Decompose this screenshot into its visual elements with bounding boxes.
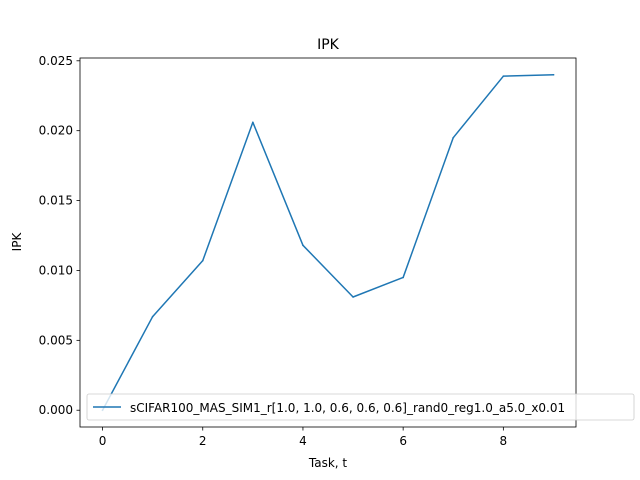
data-point <box>302 244 304 247</box>
x-tick-label: 0 <box>99 434 107 448</box>
data-point <box>352 296 354 298</box>
x-tick-label: 4 <box>299 434 307 448</box>
y-tick-label: 0.020 <box>39 124 73 138</box>
axes-frame <box>79 57 577 428</box>
x-tick-label: 8 <box>500 434 508 448</box>
chart-title: IPK <box>317 37 340 53</box>
x-tick-label: 2 <box>199 434 207 448</box>
data-point <box>151 315 154 318</box>
y-tick-label: 0.000 <box>39 403 73 417</box>
y-tick-label: 0.015 <box>39 194 73 208</box>
y-tick-label: 0.025 <box>39 54 73 68</box>
series-line <box>101 73 555 412</box>
y-axis-label: IPK <box>10 232 24 252</box>
legend-box <box>86 393 635 421</box>
data-point <box>201 259 204 262</box>
x-tick-label: 6 <box>399 434 407 448</box>
plot-area <box>101 73 555 412</box>
data-point <box>402 276 404 279</box>
y-axis: 0.000 0.005 0.010 0.015 0.020 0.025 <box>39 54 80 417</box>
y-tick-label: 0.010 <box>39 263 73 277</box>
y-tick-label: 0.005 <box>39 333 73 347</box>
data-point <box>452 136 455 139</box>
data-point <box>252 121 254 124</box>
x-axis: 0 2 4 6 8 <box>99 427 507 448</box>
x-axis-label: Task, t <box>308 456 348 470</box>
legend-label: sCIFAR100_MAS_SIM1_r[1.0, 1.0, 0.6, 0.6,… <box>130 401 565 415</box>
legend: sCIFAR100_MAS_SIM1_r[1.0, 1.0, 0.6, 0.6,… <box>86 393 635 421</box>
data-point <box>552 73 555 76</box>
data-point <box>502 75 505 77</box>
